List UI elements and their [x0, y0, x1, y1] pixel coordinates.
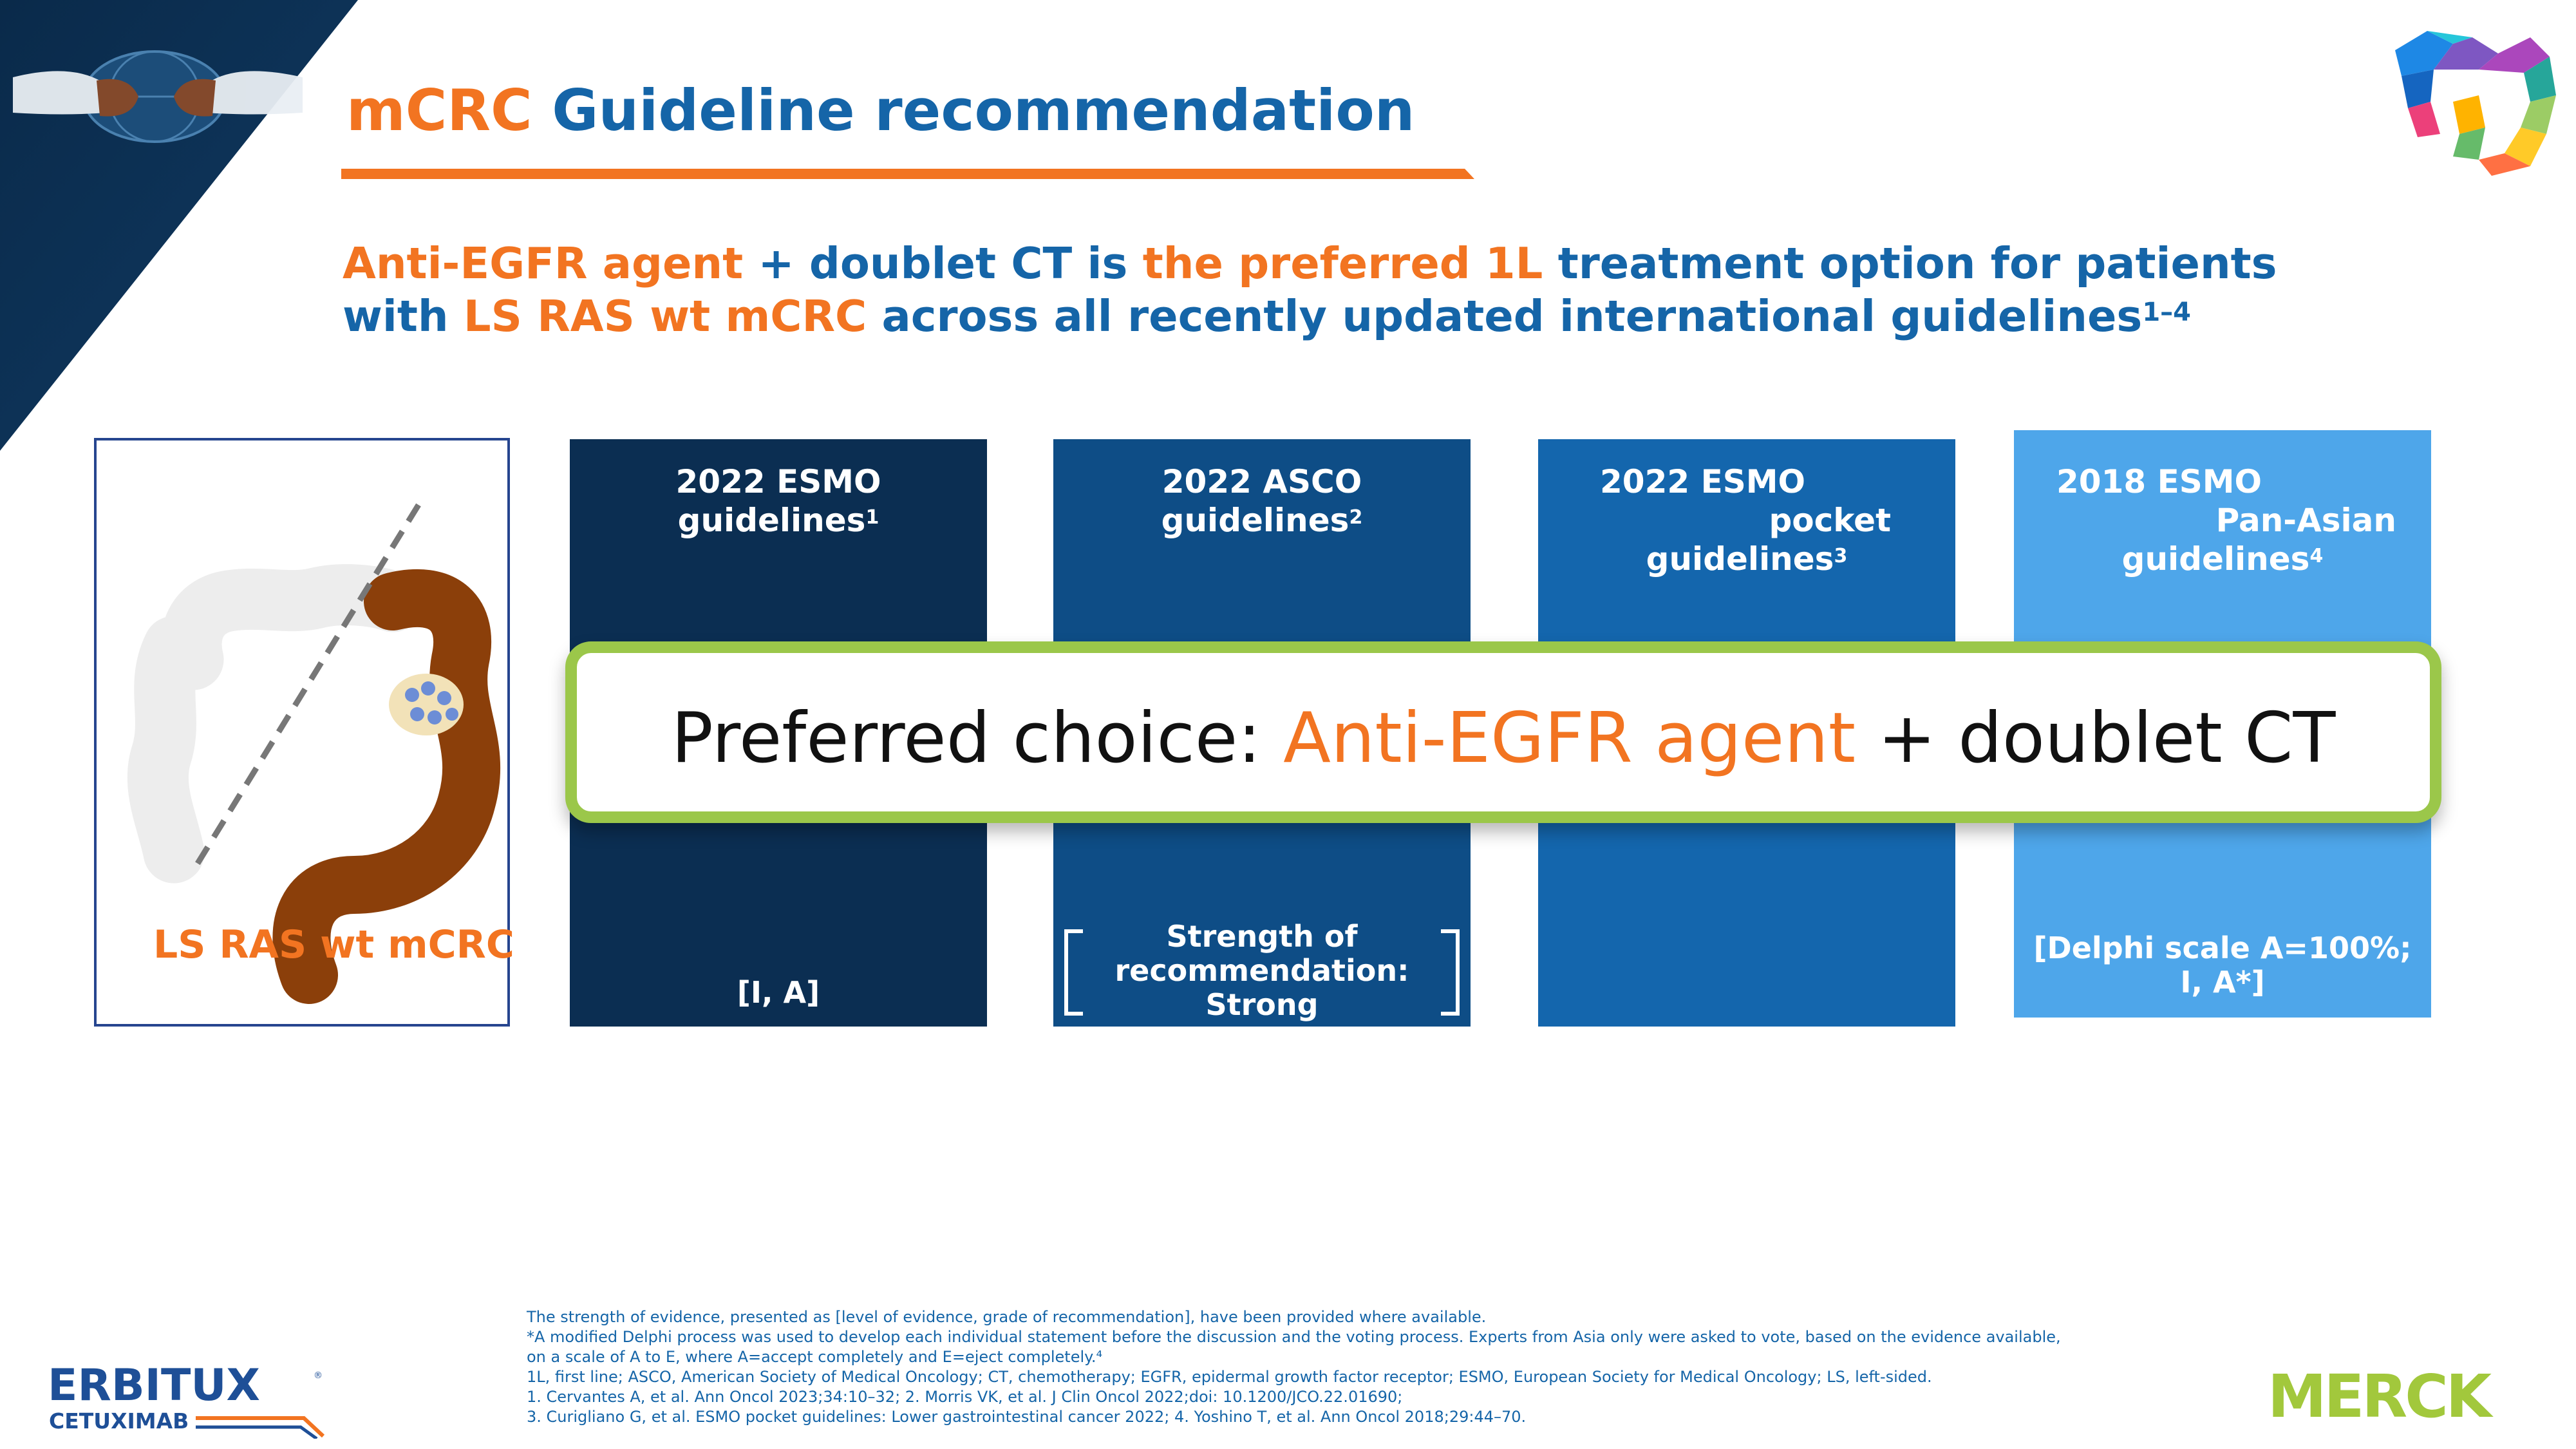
- footnote: on a scale of A to E, where A=accept com…: [527, 1348, 1103, 1366]
- headline-agent: Anti-EGFR agent: [343, 238, 744, 289]
- headline-population: LS RAS wt mCRC: [463, 291, 867, 341]
- footnote: *A modified Delphi process was used to d…: [527, 1328, 2061, 1346]
- banner-prefix: Preferred choice:: [671, 698, 1284, 779]
- evidence-grade: [I, A]: [737, 975, 820, 1010]
- headline-line-1: Anti-EGFR agent + doublet CT is the pref…: [343, 237, 2277, 290]
- footnote: The strength of evidence, presented as […: [527, 1308, 1487, 1326]
- merck-logo: MERCK: [2268, 1372, 2497, 1423]
- footer-line: Strength of: [1166, 919, 1358, 954]
- footnotes: The strength of evidence, presented as […: [527, 1307, 2061, 1427]
- footer-line: [Delphi scale A=100%;: [2033, 931, 2412, 965]
- corner-decoration: [0, 0, 358, 451]
- guideline-name: 2018 ESMO: [2056, 463, 2262, 500]
- headline-line-2: with LS RAS wt mCRC across all recently …: [343, 290, 2277, 343]
- delphi-score: [Delphi scale A=100%; I, A*]: [2014, 931, 2431, 999]
- preferred-choice-text: Preferred choice: Anti-EGFR agent + doub…: [577, 698, 2430, 779]
- left-bracket: [1064, 929, 1083, 1016]
- reference-number: 2: [1349, 506, 1363, 529]
- guideline-type: guidelines: [1161, 502, 1349, 539]
- colon-illustration: [127, 503, 501, 1004]
- erbitux-logo: ERBITUX ® CETUXIMAB: [48, 1360, 325, 1439]
- headline-preferred: the preferred 1L: [1142, 238, 1543, 289]
- brand-subtitle: CETUXIMAB: [49, 1408, 189, 1434]
- svg-text:®: ®: [314, 1370, 323, 1381]
- guideline-type: guidelines: [677, 502, 866, 539]
- reference-number: 3: [1834, 545, 1848, 567]
- guideline-name: 2022 ASCO: [1161, 463, 1362, 500]
- reference-number: 4: [2309, 545, 2324, 567]
- hands-globe-image: [13, 50, 303, 143]
- right-bracket: [1441, 929, 1460, 1016]
- recommendation-strength: Strength of recommendation: Strong: [1053, 920, 1471, 1022]
- headline-reference: 1–4: [2142, 298, 2191, 327]
- footnote: 1. Cervantes A, et al. Ann Oncol 2023;34…: [527, 1388, 1403, 1406]
- headline: Anti-EGFR agent + doublet CT is the pref…: [343, 237, 2277, 343]
- title-text: Guideline recommendation: [552, 77, 1415, 144]
- footnote: 1L, first line; ASCO, American Society o…: [527, 1368, 1932, 1386]
- guideline-type: Pan-Asian: [2215, 502, 2396, 539]
- guideline-type: guidelines: [1646, 540, 1834, 578]
- banner-highlight: Anti-EGFR agent: [1283, 698, 1856, 779]
- title-underline: [341, 169, 1474, 179]
- headline-text: across all recently updated internationa…: [867, 291, 2143, 341]
- footer-line: recommendation:: [1114, 953, 1409, 988]
- headline-text: with: [343, 291, 464, 341]
- footer-line: I, A*]: [2180, 965, 2265, 999]
- colon-polygon-logo: [2395, 31, 2556, 176]
- guideline-type: guidelines: [2121, 540, 2310, 578]
- preferred-choice-banner: Preferred choice: Anti-EGFR agent + doub…: [565, 641, 2441, 823]
- reference-number: 1: [865, 506, 879, 529]
- title-acronym: mCRC: [346, 77, 532, 144]
- guideline-name: 2022 ESMO: [1600, 463, 1805, 500]
- footnote: 3. Curigliano G, et al. ESMO pocket guid…: [527, 1408, 1527, 1426]
- footer-line: Strong: [1205, 987, 1319, 1022]
- banner-suffix: + doublet CT: [1856, 698, 2336, 779]
- page-title: mCRC Guideline recommendation: [346, 77, 1415, 144]
- guideline-name: 2022 ESMO: [675, 463, 881, 500]
- brand-name: ERBITUX: [48, 1360, 260, 1411]
- company-name: MERCK: [2268, 1372, 2494, 1423]
- headline-text: treatment option for patients: [1543, 238, 2277, 289]
- patient-population-label: LS RAS wt mCRC: [153, 922, 514, 967]
- headline-text: + doublet CT is: [743, 238, 1143, 289]
- guideline-type: pocket: [1769, 502, 1891, 539]
- tumour-icon: [389, 674, 464, 735]
- patient-box: [94, 438, 510, 1027]
